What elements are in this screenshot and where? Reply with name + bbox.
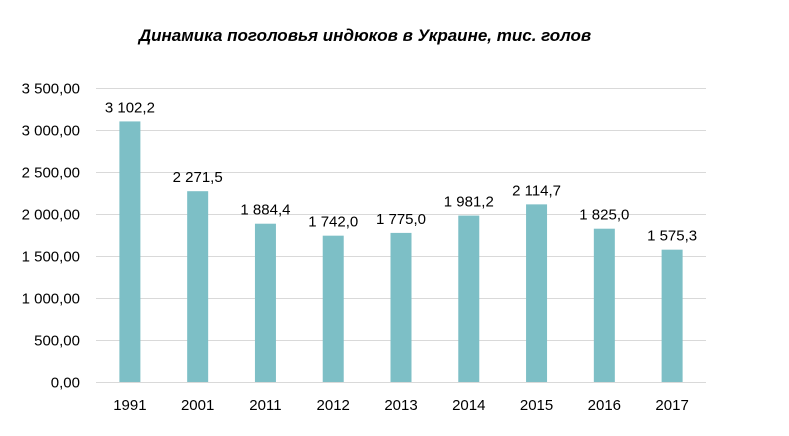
bars bbox=[119, 121, 683, 383]
data-label-2001: 2 271,5 bbox=[173, 169, 223, 186]
x-tick-label: 1991 bbox=[113, 397, 146, 414]
data-label-2012: 1 742,0 bbox=[308, 214, 358, 231]
bar-1991 bbox=[119, 121, 141, 383]
y-tick-label: 1 000,00 bbox=[22, 291, 80, 308]
bar-2015 bbox=[526, 204, 548, 382]
chart-title: Динамика поголовья индюков в Украине, ти… bbox=[138, 26, 592, 45]
y-tick-label: 500,00 bbox=[34, 333, 80, 350]
x-axis-tick-labels: 1991 2001 2011 2012 2013 2014 2015 2016 2017 bbox=[113, 397, 689, 414]
data-labels: 3 102,2 2 271,5 1 884,4 1 742,0 1 775,0 1 981… bbox=[105, 99, 697, 244]
bar-2012 bbox=[322, 235, 344, 382]
y-tick-label: 3 500,00 bbox=[22, 81, 80, 98]
bar-2013 bbox=[390, 232, 412, 382]
x-tick-label: 2012 bbox=[317, 397, 350, 414]
x-tick-label: 2017 bbox=[655, 397, 688, 414]
y-tick-label: 3 000,00 bbox=[22, 123, 80, 140]
data-label-2015: 2 114,7 bbox=[512, 182, 561, 199]
data-label-2017: 1 575,3 bbox=[647, 228, 697, 245]
data-label-2011: 1 884,4 bbox=[240, 202, 290, 219]
bar-2011 bbox=[254, 223, 276, 382]
bar-2017 bbox=[661, 249, 683, 382]
x-tick-label: 2011 bbox=[249, 397, 281, 414]
y-tick-label: 2 000,00 bbox=[22, 207, 80, 224]
x-tick-label: 2001 bbox=[181, 397, 214, 414]
x-tick-label: 2013 bbox=[384, 397, 417, 414]
x-tick-label: 2015 bbox=[520, 397, 553, 414]
data-label-2014: 1 981,2 bbox=[444, 194, 494, 211]
data-label-2013: 1 775,0 bbox=[376, 211, 426, 228]
bar-2001 bbox=[187, 191, 209, 382]
x-tick-label: 2016 bbox=[588, 397, 621, 414]
bar-2016 bbox=[593, 228, 615, 382]
y-tick-label: 1 500,00 bbox=[22, 249, 80, 266]
data-label-1991: 3 102,2 bbox=[105, 99, 155, 116]
y-tick-label: 2 500,00 bbox=[22, 165, 80, 182]
y-axis-tick-labels: 0,00 500,00 1 000,00 1 500,00 2 000,00 2 500,… bbox=[22, 81, 80, 392]
y-tick-label: 0,00 bbox=[51, 375, 80, 392]
data-label-2016: 1 825,0 bbox=[579, 207, 629, 224]
bar-2014 bbox=[458, 215, 480, 382]
x-tick-label: 2014 bbox=[452, 397, 485, 414]
